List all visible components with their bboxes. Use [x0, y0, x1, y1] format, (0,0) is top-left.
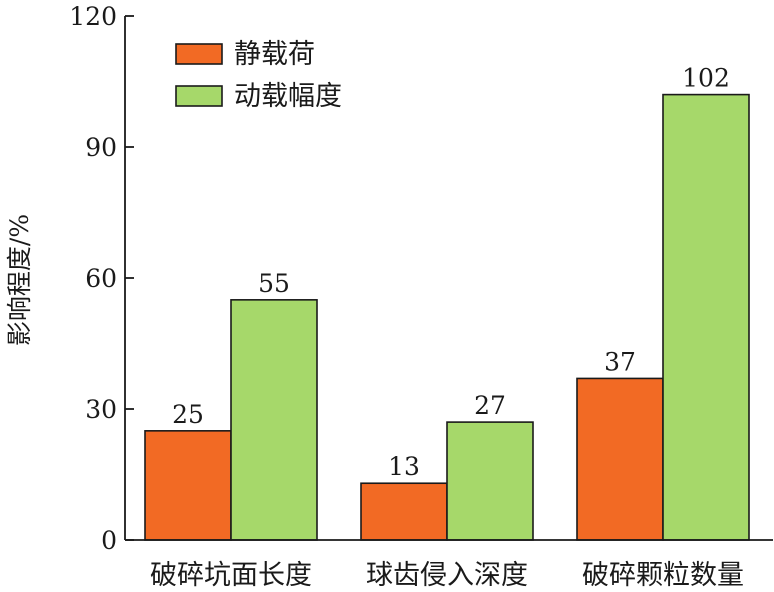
category-label-1: 球齿侵入深度	[366, 560, 528, 591]
category-labels-group: 破碎坑面长度 球齿侵入深度 破碎颗粒数量	[150, 560, 744, 591]
bars-group	[144, 93, 750, 541]
data-label-1-2: 102	[682, 64, 730, 93]
bar-static-0	[144, 430, 232, 541]
data-label-0-1: 13	[388, 452, 420, 481]
bar-dynamic-2	[662, 93, 750, 541]
y-tick-label-1: 30	[85, 395, 117, 424]
legend-label-1: 动载幅度	[234, 81, 342, 112]
category-label-0: 破碎坑面长度	[150, 560, 312, 591]
legend-swatch-1	[175, 85, 223, 107]
bar-dynamic-0	[230, 299, 318, 541]
y-ticks-group: 0 30 60 90 120	[69, 2, 134, 555]
data-label-1-0: 55	[258, 269, 290, 298]
y-tick-label-0: 0	[101, 526, 117, 555]
bar-static-1	[360, 482, 448, 541]
bar-static-2	[576, 377, 664, 541]
data-labels-group: 25 13 37 55 27 102	[172, 64, 730, 482]
bar-dynamic-1	[446, 421, 534, 541]
y-tick-label-3: 90	[85, 133, 117, 162]
legend-label-0: 静载荷	[234, 39, 315, 70]
data-label-0-2: 37	[604, 347, 636, 376]
y-tick-label-2: 60	[85, 264, 117, 293]
data-label-1-1: 27	[474, 391, 506, 420]
category-label-2: 破碎颗粒数量	[582, 560, 744, 591]
y-tick-label-4: 120	[69, 2, 117, 31]
y-axis-label: 影响程度/%	[5, 214, 34, 346]
legend-swatch-0	[175, 43, 223, 65]
data-label-0-0: 25	[172, 400, 204, 429]
